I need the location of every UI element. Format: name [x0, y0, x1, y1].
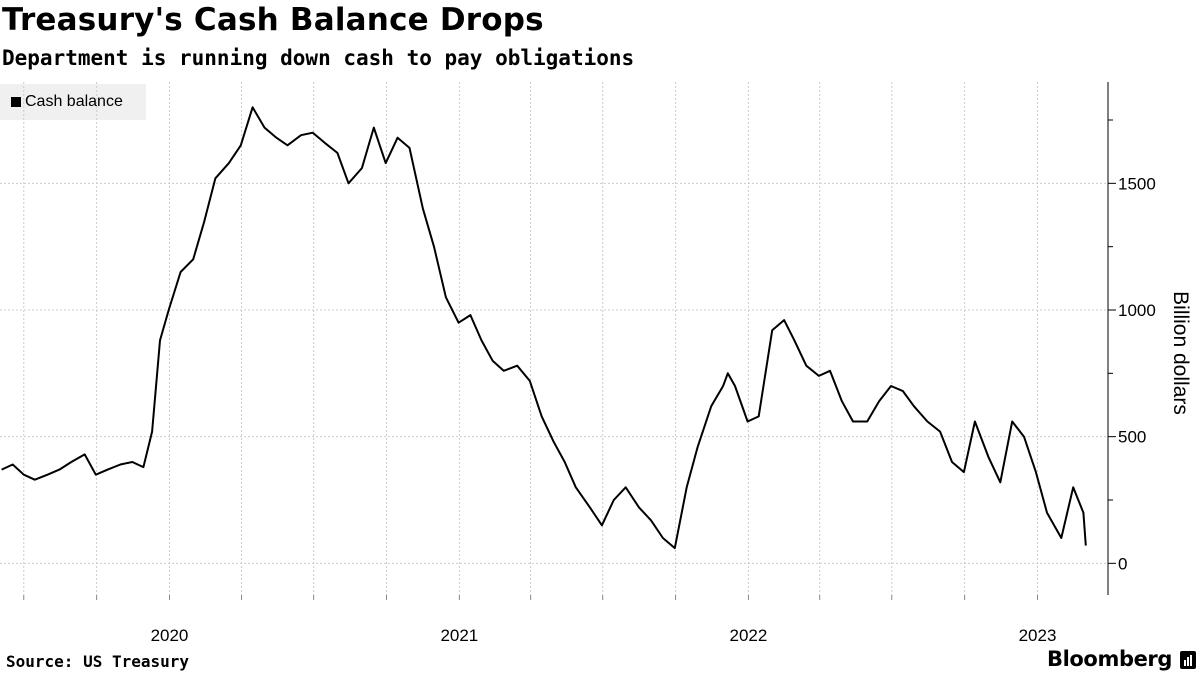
chart-subtitle: Department is running down cash to pay o… — [2, 46, 635, 70]
x-tick-label: 2023 — [1019, 626, 1057, 645]
brand-logo: Bloomberg — [1047, 647, 1173, 671]
axes: 0 500 1000 1500 2020 2021 2022 2023 — [23, 82, 1156, 645]
y-tick-label: 0 — [1118, 554, 1127, 573]
series-line — [1, 106, 1087, 550]
plot-area — [1, 106, 1087, 550]
y-tick-label: 500 — [1118, 428, 1146, 447]
bloomberg-mark-icon — [1180, 651, 1196, 669]
y-tick-label: 1000 — [1118, 301, 1156, 320]
y-tick-label: 1500 — [1118, 174, 1156, 193]
grid — [0, 82, 1108, 595]
legend-label: Cash balance — [25, 93, 123, 110]
chart-title: Treasury's Cash Balance Drops — [2, 2, 544, 38]
x-tick-label: 2022 — [730, 626, 768, 645]
y-axis-label: Billion dollars — [1169, 291, 1192, 415]
source-note: Source: US Treasury — [6, 652, 190, 671]
x-tick-label: 2021 — [440, 626, 478, 645]
x-tick-label: 2020 — [151, 626, 189, 645]
legend-swatch-icon — [11, 97, 21, 107]
legend: Cash balance — [0, 84, 146, 120]
